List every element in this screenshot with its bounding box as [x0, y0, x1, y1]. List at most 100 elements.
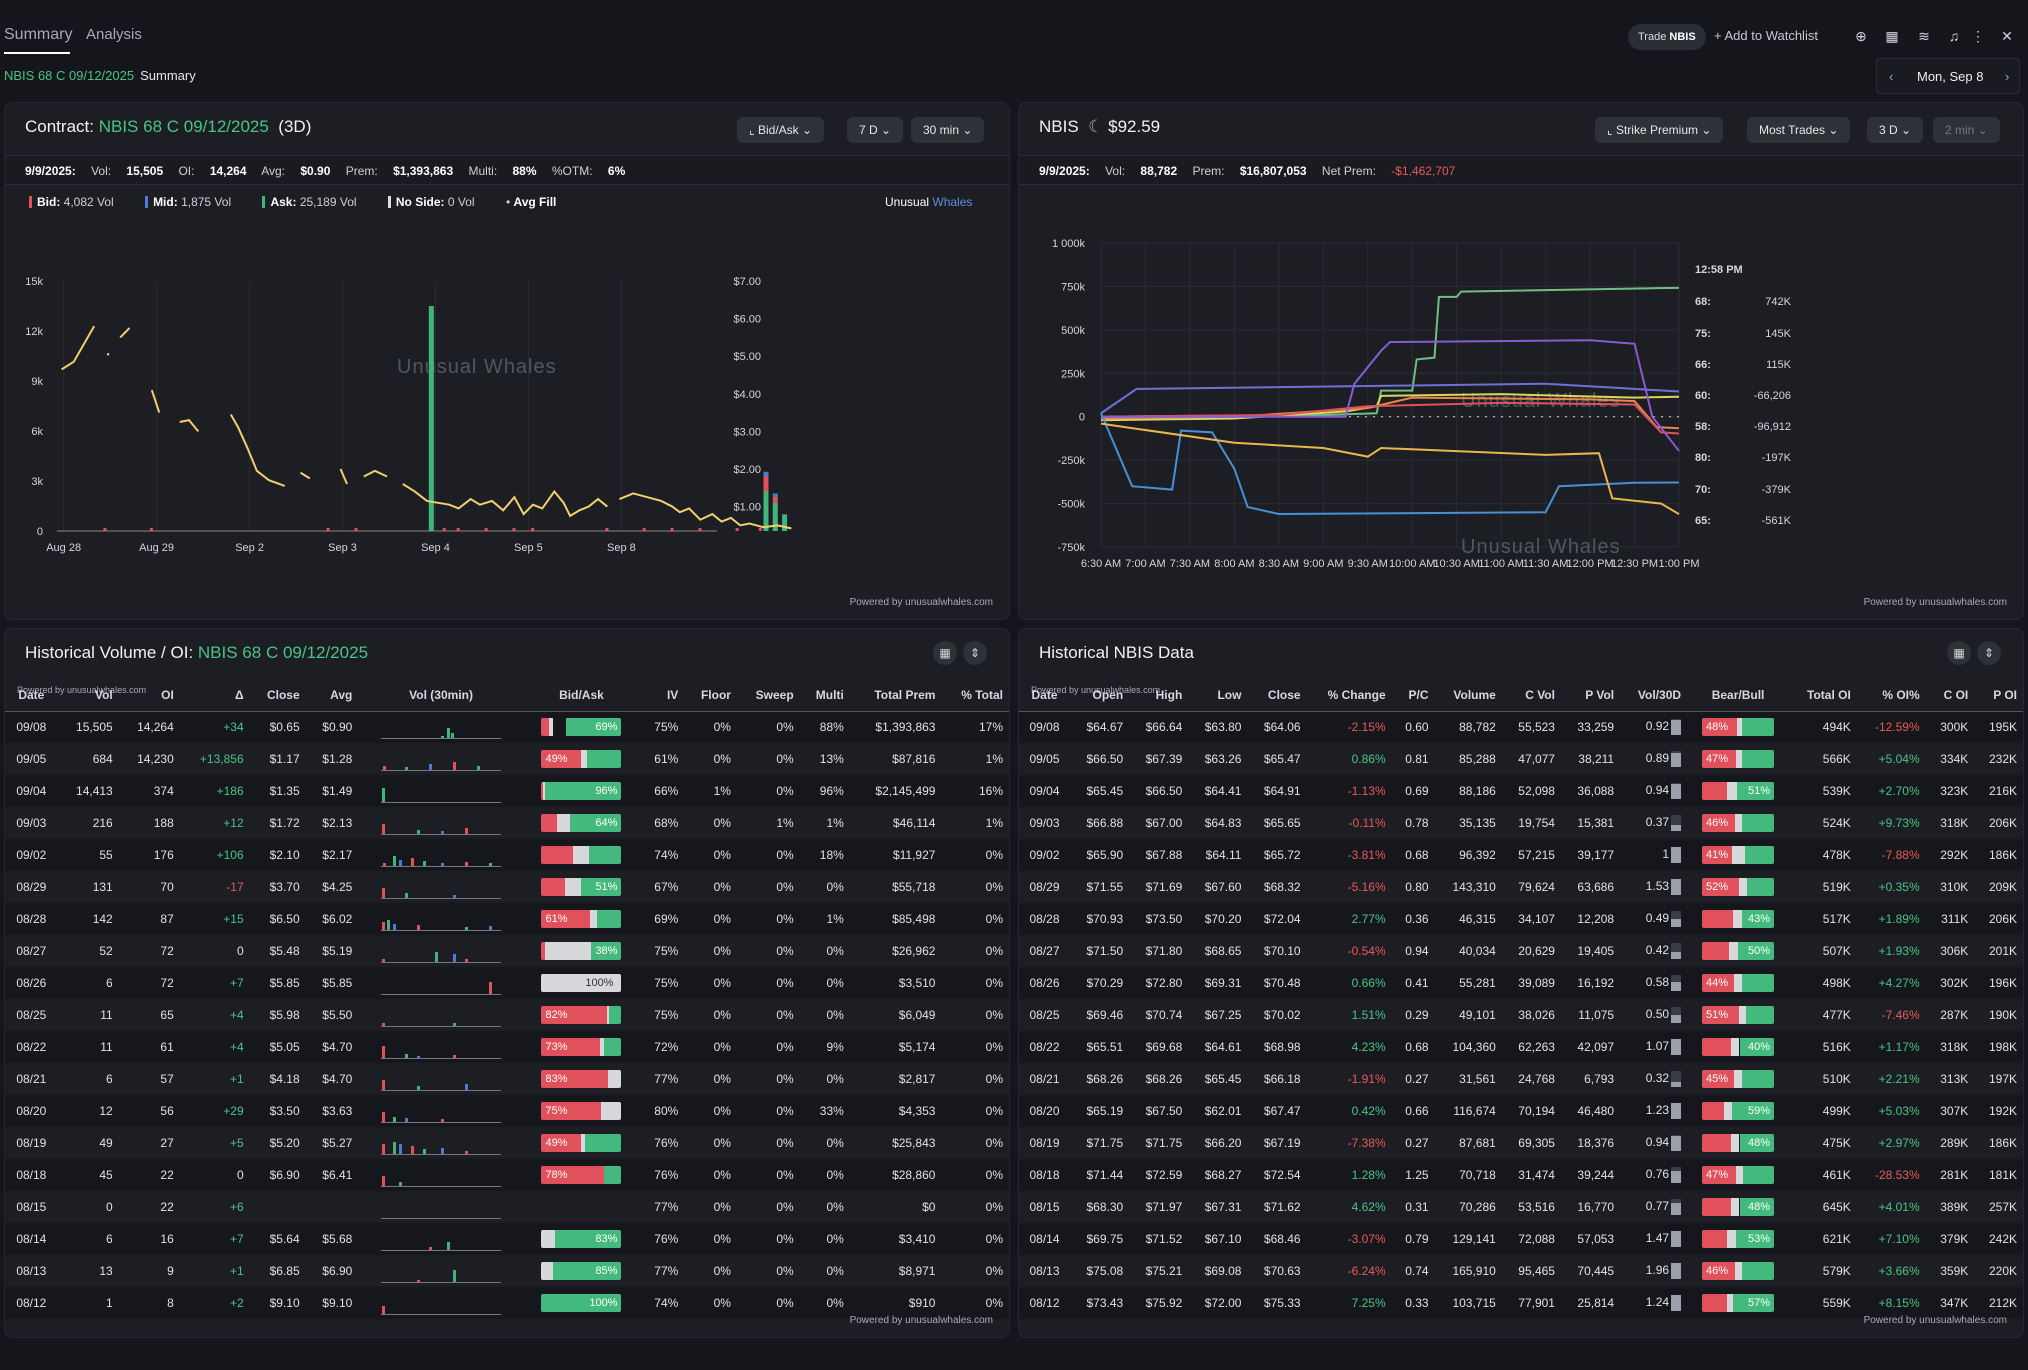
table-row[interactable]: 09/04 14,413 374 +186 $1.35 $1.49 96% 66… — [5, 775, 1009, 807]
minutes-dropdown[interactable]: 2 min ⌄ — [1933, 117, 2000, 143]
table-row[interactable]: 08/15 $68.30 $71.97 $67.31 $71.62 4.62% … — [1019, 1191, 2023, 1223]
table-settings-icon[interactable]: ▦ — [1947, 641, 1971, 665]
table-row[interactable]: 08/28 $70.93 $73.50 $70.20 $72.04 2.77% … — [1019, 903, 2023, 935]
chevron-right-icon[interactable]: › — [2005, 69, 2010, 84]
column-header[interactable]: IV — [639, 679, 685, 712]
column-header[interactable]: Floor — [684, 679, 737, 712]
column-header[interactable]: % Change — [1306, 679, 1392, 712]
column-header[interactable]: Close — [249, 679, 306, 712]
table-row[interactable]: 09/03 216 188 +12 $1.72 $2.13 64% 68% 0%… — [5, 807, 1009, 839]
column-header[interactable]: Vol (30min) — [358, 679, 524, 712]
column-header[interactable]: C OI — [1925, 679, 1975, 712]
table-row[interactable]: 08/20 $65.19 $67.50 $62.01 $67.47 0.42% … — [1019, 1095, 2023, 1127]
chevron-left-icon[interactable]: ‹ — [1889, 69, 1894, 84]
table-row[interactable]: 08/12 1 8 +2 $9.10 $9.10 100% 74% 0% 0% … — [5, 1287, 1009, 1319]
column-header[interactable]: Δ — [179, 679, 250, 712]
column-header[interactable]: High — [1129, 679, 1189, 712]
contract-volume-chart[interactable]: Aug 28 Aug 29 Sep 2 Sep 3 Sep 4 Sep 5 Sep 8 0 3k… — [5, 215, 1010, 585]
column-header[interactable]: Low — [1188, 679, 1248, 712]
table-row[interactable]: 09/03 $66.88 $67.00 $64.83 $65.65 -0.11%… — [1019, 807, 2023, 839]
column-header[interactable]: Vol — [57, 679, 119, 712]
table-settings-icon[interactable]: ▦ — [933, 641, 957, 665]
table-row[interactable]: 08/15 0 22 +6 77% 0% 0% 0% $0 0% — [5, 1191, 1009, 1223]
more-vertical-icon[interactable]: ⋮ — [1971, 28, 1985, 44]
column-header[interactable]: P/C — [1391, 679, 1435, 712]
column-header[interactable]: Date — [5, 679, 58, 712]
most-trades-dropdown[interactable]: Most Trades ⌄ — [1747, 117, 1851, 143]
table-row[interactable]: 08/26 $70.29 $72.80 $69.31 $70.48 0.66% … — [1019, 967, 2023, 999]
bid-ask-dropdown[interactable]: ⌞ Bid/Ask ⌄ — [737, 117, 825, 143]
table-row[interactable]: 08/14 $69.75 $71.52 $67.10 $68.46 -3.07%… — [1019, 1223, 2023, 1255]
calculator-icon[interactable]: ▦ — [1885, 28, 1899, 44]
expand-icon[interactable]: ⇕ — [1977, 641, 2001, 665]
column-header[interactable]: Bear/Bull — [1687, 679, 1790, 712]
table-row[interactable]: 09/05 $66.50 $67.39 $63.26 $65.47 0.86% … — [1019, 743, 2023, 775]
table-row[interactable]: 08/18 45 22 0 $6.90 $6.41 78% 76% 0% 0% … — [5, 1159, 1009, 1191]
strike-premium-chart[interactable]: 1 000k 750k 500k 250k 0 -250k -500k -750k 6:30 A… — [1019, 193, 2024, 613]
column-header[interactable]: Vol/30D — [1620, 679, 1688, 712]
table-row[interactable]: 08/20 12 56 +29 $3.50 $3.63 75% 80% 0% 0… — [5, 1095, 1009, 1127]
table-row[interactable]: 08/21 6 57 +1 $4.18 $4.70 83% 77% 0% 0% … — [5, 1063, 1009, 1095]
legend-noside[interactable]: No Side: 0 Vol — [387, 195, 489, 209]
legend-ask[interactable]: Ask: 25,189 Vol — [262, 195, 370, 209]
tab-analysis[interactable]: Analysis — [86, 26, 142, 43]
table-row[interactable]: 08/27 $71.50 $71.80 $68.65 $70.10 -0.54%… — [1019, 935, 2023, 967]
legend-bid[interactable]: Bid: 4,082 Vol — [29, 195, 128, 209]
expand-icon[interactable]: ⇕ — [963, 641, 987, 665]
table-row[interactable]: 08/26 6 72 +7 $5.85 $5.85 100% 75% 0% 0%… — [5, 967, 1009, 999]
table-row[interactable]: 09/04 $65.45 $66.50 $64.41 $64.91 -1.13%… — [1019, 775, 2023, 807]
table-row[interactable]: 08/13 $75.08 $75.21 $69.08 $70.63 -6.24%… — [1019, 1255, 2023, 1287]
close-icon[interactable]: ✕ — [2001, 28, 2013, 44]
add-to-watchlist-button[interactable]: + Add to Watchlist — [1714, 28, 1818, 43]
table-row[interactable]: 08/21 $68.26 $68.26 $65.45 $66.18 -1.91%… — [1019, 1063, 2023, 1095]
table-row[interactable]: 08/22 $65.51 $69.68 $64.61 $68.98 4.23% … — [1019, 1031, 2023, 1063]
table-row[interactable]: 09/08 $64.67 $66.64 $63.80 $64.06 -2.15%… — [1019, 711, 2023, 743]
range-dropdown[interactable]: 7 D ⌄ — [847, 117, 904, 143]
column-header[interactable]: P Vol — [1560, 679, 1621, 712]
table-row[interactable]: 08/13 13 9 +1 $6.85 $6.90 85% 77% 0% 0% … — [5, 1255, 1009, 1287]
column-header[interactable]: % OI% — [1856, 679, 1926, 712]
column-header[interactable]: C Vol — [1501, 679, 1561, 712]
add-circle-icon[interactable]: ⊕ — [1855, 28, 1867, 44]
bell-icon[interactable]: ♫ — [1948, 28, 1960, 44]
column-header[interactable]: Volume — [1434, 679, 1502, 712]
breadcrumb-contract[interactable]: NBIS 68 C 09/12/2025 — [4, 68, 135, 83]
legend-mid[interactable]: Mid: 1,875 Vol — [145, 195, 245, 209]
column-header[interactable]: Bid/Ask — [523, 679, 640, 712]
column-header[interactable]: Total Prem — [849, 679, 942, 712]
table-row[interactable]: 08/27 52 72 0 $5.48 $5.19 38% 75% 0% 0% … — [5, 935, 1009, 967]
table-row[interactable]: 09/02 55 176 +106 $2.10 $2.17 74% 0% 0% … — [5, 839, 1009, 871]
table-row[interactable]: 08/25 11 65 +4 $5.98 $5.50 82% 75% 0% 0%… — [5, 999, 1009, 1031]
table-row[interactable]: 08/19 49 27 +5 $5.20 $5.27 49% 76% 0% 0%… — [5, 1127, 1009, 1159]
legend-avgfill[interactable]: • Avg Fill — [505, 195, 557, 209]
column-header[interactable]: % Total — [941, 679, 1009, 712]
tab-summary[interactable]: Summary — [4, 26, 73, 43]
column-header[interactable]: Multi — [799, 679, 850, 712]
table-row[interactable]: 09/05 684 14,230 +13,856 $1.17 $1.28 49%… — [5, 743, 1009, 775]
column-header[interactable]: Open — [1070, 679, 1130, 712]
column-header[interactable]: Close — [1247, 679, 1307, 712]
interval-dropdown[interactable]: 30 min ⌄ — [911, 117, 985, 143]
table-row[interactable]: 08/29 131 70 -17 $3.70 $4.25 51% 67% 0% … — [5, 871, 1009, 903]
table-row[interactable]: 08/19 $71.75 $71.75 $66.20 $67.19 -7.38%… — [1019, 1127, 2023, 1159]
table-row[interactable]: 08/12 $73.43 $75.92 $72.00 $75.33 7.25% … — [1019, 1287, 2023, 1319]
column-header[interactable]: Sweep — [736, 679, 800, 712]
column-header[interactable]: Avg — [305, 679, 359, 712]
table-row[interactable]: 08/22 11 61 +4 $5.05 $4.70 73% 72% 0% 0%… — [5, 1031, 1009, 1063]
date-picker[interactable]: ‹ Mon, Sep 8 › — [1876, 58, 2020, 94]
trade-button[interactable]: Trade NBIS — [1628, 24, 1706, 50]
table-row[interactable]: 08/18 $71.44 $72.59 $68.27 $72.54 1.28% … — [1019, 1159, 2023, 1191]
table-row[interactable]: 08/28 142 87 +15 $6.50 $6.02 61% 69% 0% … — [5, 903, 1009, 935]
table-row[interactable]: 09/02 $65.90 $67.88 $64.11 $65.72 -3.81%… — [1019, 839, 2023, 871]
column-header[interactable]: P OI — [1974, 679, 2023, 712]
column-header[interactable]: Total OI — [1789, 679, 1857, 712]
column-header[interactable]: OI — [118, 679, 180, 712]
strike-premium-dropdown[interactable]: ⌞ Strike Premium ⌄ — [1595, 117, 1724, 143]
days-dropdown[interactable]: 3 D ⌄ — [1867, 117, 1924, 143]
chart-settings-icon[interactable]: ≋ — [1918, 28, 1930, 44]
table-row[interactable]: 08/29 $71.55 $71.69 $67.60 $68.32 -5.16%… — [1019, 871, 2023, 903]
table-row[interactable]: 09/08 15,505 14,264 +34 $0.65 $0.90 69% … — [5, 711, 1009, 743]
table-row[interactable]: 08/25 $69.46 $70.74 $67.25 $70.02 1.51% … — [1019, 999, 2023, 1031]
column-header[interactable]: Date — [1019, 679, 1071, 712]
table-row[interactable]: 08/14 6 16 +7 $5.64 $5.68 83% 76% 0% 0% … — [5, 1223, 1009, 1255]
